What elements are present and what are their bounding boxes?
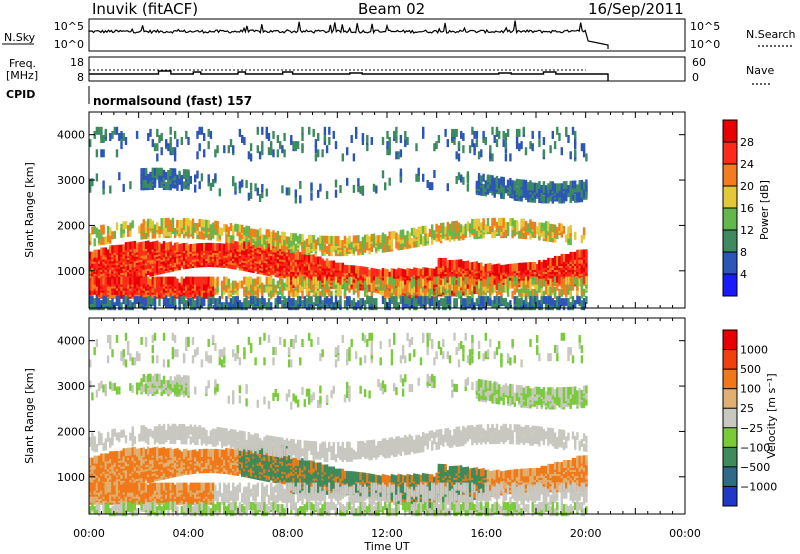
nsky-label: N.Sky: [4, 31, 36, 44]
date-title: 16/Sep/2011: [588, 0, 684, 18]
colorbar-tick-label: −1000: [740, 480, 777, 493]
mode-label: normalsound (fast) 157: [93, 94, 252, 108]
colorbar-tick-label: 16: [740, 202, 754, 215]
x-tick-label: 16:00: [470, 527, 502, 540]
nsky-tick-bottom: 10^0: [54, 38, 84, 51]
colorbar-segment: [723, 208, 737, 231]
nsearch-tick-top: 10^5: [690, 20, 720, 33]
colorbar-tick-label: 12: [740, 224, 754, 237]
velocity-ylabel: Slant Range [km]: [23, 368, 36, 464]
nsearch-label: N.Search: [746, 28, 796, 41]
colorbar-tick-label: −100: [740, 441, 770, 454]
power-axes: 1000 2000 3000 4000: [57, 112, 686, 308]
colorbar-tick-label: 500: [740, 363, 761, 376]
power-data: [89, 126, 588, 311]
y-tick-label: 4000: [57, 129, 85, 142]
time-tick-labels: 00:00 04:00 08:00 12:00 16:00 20:00 00:00: [73, 527, 701, 540]
freq-tick-top: 18: [70, 56, 84, 69]
x-tick-label: 08:00: [272, 527, 304, 540]
freq-label-line1: Freq.: [9, 57, 36, 70]
colorbar-segment: [723, 349, 737, 370]
colorbar-tick-label: −500: [740, 461, 770, 474]
nave-label: Nave: [746, 64, 774, 77]
y-tick-label: 2000: [57, 425, 85, 438]
nsearch-tick-bottom: 10^0: [690, 38, 720, 51]
nave-tick-bottom: 0: [692, 71, 699, 84]
power-colorbar: 4 8 12 16 20 24 28: [722, 119, 754, 297]
nsky-tick-top: 10^5: [54, 20, 84, 33]
colorbar-tick-label: 4: [740, 268, 747, 281]
x-tick-label: 20:00: [570, 527, 602, 540]
freq-strip-frame: [88, 56, 686, 82]
colorbar-segment: [723, 408, 737, 429]
cpid-label: CPID: [6, 88, 35, 101]
colorbar-segment: [723, 486, 737, 507]
colorbar-tick-label: 1000: [740, 344, 768, 357]
velocity-axes: 1000 2000 3000 4000: [57, 318, 686, 514]
colorbar-tick-label: 8: [740, 246, 747, 259]
colorbar-segment: [723, 330, 737, 351]
colorbar-frame: [722, 329, 738, 507]
y-tick-label: 3000: [57, 174, 85, 187]
station-title: Inuvik (fitACF): [92, 0, 198, 18]
colorbar-segment: [723, 186, 737, 209]
colorbar-segment: [723, 466, 737, 487]
colorbar-tick-label: −25: [740, 422, 763, 435]
colorbar-segment: [723, 120, 737, 143]
y-tick-label: 2000: [57, 219, 85, 232]
colorbar-segment: [723, 164, 737, 187]
velocity-data: [89, 332, 588, 517]
colorbar-tick-label: 25: [740, 402, 754, 415]
colorbar-segment: [723, 447, 737, 468]
y-tick-label: 1000: [57, 265, 85, 278]
colorbar-segment: [723, 230, 737, 253]
x-axis-label: Time UT: [363, 540, 409, 553]
x-tick-label: 00:00: [73, 527, 105, 540]
y-tick-label: 3000: [57, 380, 85, 393]
freq-tick-bottom: 8: [77, 71, 84, 84]
colorbar-segment: [723, 274, 737, 297]
colorbar-segment: [723, 142, 737, 165]
x-tick-label: 12:00: [371, 527, 403, 540]
colorbar-tick-label: 20: [740, 180, 754, 193]
power-colorbar-label: Power [dB]: [758, 180, 771, 240]
velocity-colorbar: 1000 500 100 25 −25 −100 −500 −1000: [722, 329, 777, 507]
colorbar-segment: [723, 252, 737, 275]
nsky-strip-frame: [88, 18, 686, 52]
beam-title: Beam 02: [358, 0, 425, 18]
y-tick-label: 1000: [57, 471, 85, 484]
power-ylabel: Slant Range [km]: [23, 162, 36, 258]
colorbar-tick-label: 28: [740, 136, 754, 149]
x-tick-label: 00:00: [669, 527, 701, 540]
nsky-trace: [88, 20, 609, 49]
freq-label-line2: [MHz]: [6, 69, 38, 82]
colorbar-segment: [723, 369, 737, 390]
y-tick-label: 4000: [57, 335, 85, 348]
freq-trace: [89, 70, 609, 81]
colorbar-segment: [723, 427, 737, 448]
colorbar-tick-label: 100: [740, 383, 761, 396]
x-tick-label: 04:00: [172, 527, 204, 540]
colorbar-tick-label: 24: [740, 158, 754, 171]
nave-tick-top: 60: [692, 56, 706, 69]
velocity-colorbar-label: Velocity [m s⁻¹]: [765, 373, 778, 458]
colorbar-segment: [723, 388, 737, 409]
